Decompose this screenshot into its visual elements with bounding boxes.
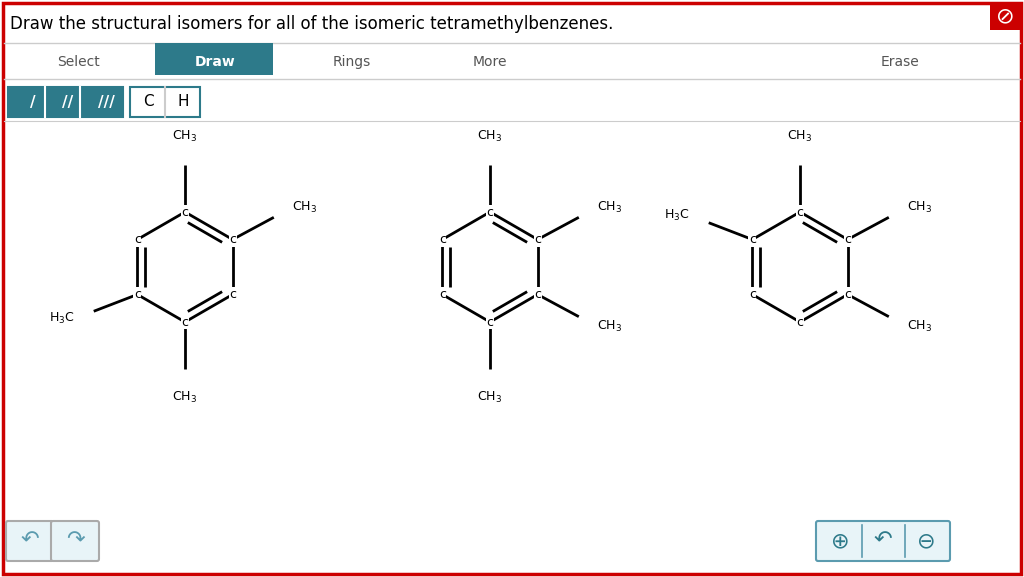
FancyBboxPatch shape [6, 521, 54, 561]
Text: c: c [181, 316, 188, 328]
Text: c: c [749, 288, 756, 301]
Text: H: H [177, 95, 188, 110]
Text: c: c [181, 205, 188, 219]
Text: ⊖: ⊖ [916, 531, 935, 551]
Text: /: / [30, 95, 36, 110]
Text: CH$_3$: CH$_3$ [907, 200, 932, 215]
Text: c: c [797, 316, 804, 328]
Text: CH$_3$: CH$_3$ [172, 389, 198, 404]
Text: CH$_3$: CH$_3$ [597, 200, 623, 215]
FancyBboxPatch shape [990, 2, 1020, 30]
Text: C: C [142, 95, 154, 110]
Text: CH$_3$: CH$_3$ [907, 319, 932, 334]
Text: CH$_3$: CH$_3$ [292, 200, 317, 215]
Text: ⊕: ⊕ [830, 531, 849, 551]
FancyBboxPatch shape [816, 521, 950, 561]
Text: ↶: ↶ [873, 531, 892, 551]
Text: ///: /// [97, 95, 115, 110]
Text: Select: Select [56, 55, 99, 69]
Text: H$_3$C: H$_3$C [49, 311, 74, 327]
FancyBboxPatch shape [3, 3, 1021, 574]
Text: //: // [62, 95, 74, 110]
Text: CH$_3$: CH$_3$ [787, 129, 813, 144]
FancyBboxPatch shape [51, 521, 99, 561]
Text: c: c [134, 288, 141, 301]
Text: c: c [535, 233, 541, 246]
Text: c: c [439, 233, 445, 246]
Text: c: c [439, 288, 445, 301]
Text: More: More [473, 55, 507, 69]
Text: c: c [229, 233, 237, 246]
Text: c: c [844, 288, 851, 301]
Text: CH$_3$: CH$_3$ [477, 129, 503, 144]
Text: CH$_3$: CH$_3$ [597, 319, 623, 334]
Text: c: c [535, 288, 541, 301]
Text: c: c [486, 205, 494, 219]
Text: Draw the structural isomers for all of the isomeric tetramethylbenzenes.: Draw the structural isomers for all of t… [10, 15, 613, 33]
Text: CH$_3$: CH$_3$ [172, 129, 198, 144]
FancyBboxPatch shape [8, 87, 123, 117]
Text: c: c [797, 205, 804, 219]
FancyBboxPatch shape [155, 43, 273, 75]
Text: c: c [749, 233, 756, 246]
Text: c: c [229, 288, 237, 301]
Text: Draw: Draw [195, 55, 236, 69]
Text: H$_3$C: H$_3$C [664, 208, 689, 223]
Text: ↷: ↷ [66, 531, 84, 551]
Text: c: c [486, 316, 494, 328]
Text: ↶: ↶ [20, 531, 39, 551]
Text: ⊘: ⊘ [995, 6, 1015, 26]
Text: CH$_3$: CH$_3$ [477, 389, 503, 404]
FancyBboxPatch shape [130, 87, 200, 117]
Text: c: c [844, 233, 851, 246]
Text: Erase: Erase [881, 55, 920, 69]
Text: c: c [134, 233, 141, 246]
Text: Rings: Rings [333, 55, 371, 69]
